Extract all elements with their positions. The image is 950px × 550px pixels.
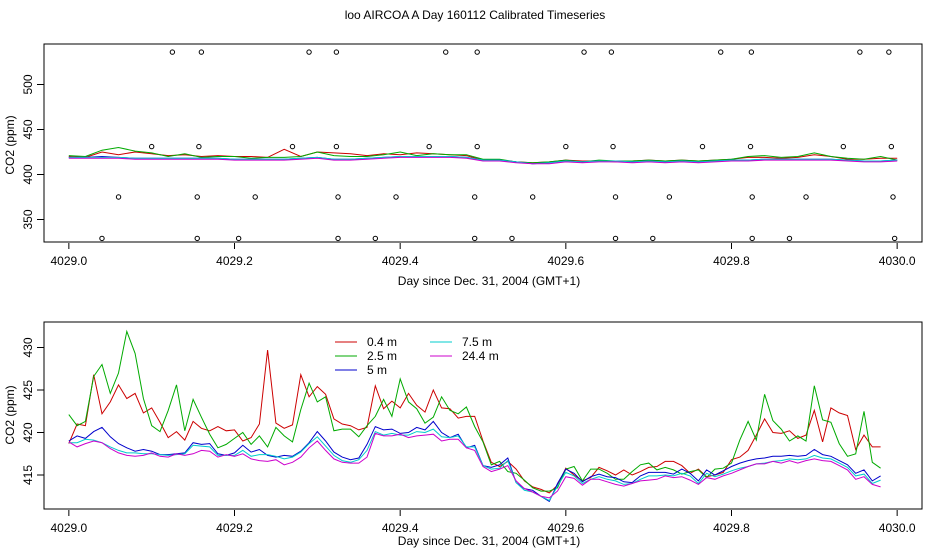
flag-point	[148, 143, 155, 150]
flag-point	[333, 49, 340, 55]
flag-point	[194, 194, 200, 200]
top-x-tick-label: 4029.0	[50, 254, 87, 268]
flag-point	[666, 194, 673, 200]
bottom-y-tick-label: 425	[21, 380, 35, 400]
flag-point	[196, 143, 202, 150]
flag-point	[252, 194, 258, 200]
bottom-y-tick-label: 430	[21, 337, 35, 357]
series-line-24-4-m	[68, 432, 881, 499]
flag-point	[888, 143, 895, 150]
top-y-tick-label: 450	[21, 119, 35, 139]
top-series-line-4	[68, 156, 898, 165]
top-x-tick-label: 4030.0	[879, 254, 916, 268]
top-series-line-2	[68, 146, 898, 164]
bottom-y-tick-label: 415	[21, 465, 35, 485]
figure-title: loo AIRCOA A Day 160112 Calibrated Times…	[345, 8, 606, 22]
flag-point	[563, 143, 569, 150]
top-x-tick-label: 4029.6	[547, 254, 584, 268]
flag-point	[891, 235, 898, 242]
top-x-tick-label: 4029.2	[216, 254, 253, 268]
series-line-7-5-m	[68, 428, 881, 502]
flag-point	[335, 194, 341, 200]
flag-point	[748, 49, 755, 55]
bottom-x-tick-label: 4029.2	[216, 521, 253, 535]
bottom-y-tick-label: 420	[21, 422, 35, 442]
flag-point	[747, 143, 754, 150]
flag-point	[612, 235, 619, 242]
y-axis-label-bottom: CO2 (ppm)	[3, 385, 17, 444]
flag-point	[786, 235, 793, 242]
flag-point	[509, 235, 515, 242]
legend-label: 24.4 m	[462, 349, 499, 363]
plot-frame-top	[43, 43, 923, 243]
legend: 0.4 m2.5 m5 m 7.5 m24.4 m	[335, 335, 499, 377]
top-y-tick-label: 400	[21, 164, 35, 184]
legend-label: 7.5 m	[462, 335, 492, 349]
flag-point	[803, 194, 809, 200]
flag-point	[333, 143, 340, 150]
legend-label: 2.5 m	[367, 349, 397, 363]
flag-point	[718, 49, 724, 55]
flag-point	[443, 49, 449, 55]
flag-point	[699, 143, 706, 150]
legend-label: 5 m	[367, 363, 387, 377]
flag-point	[194, 235, 200, 242]
flag-point	[115, 194, 122, 200]
x-axis-label-top: Day since Dec. 31, 2004 (GMT+1)	[398, 274, 580, 288]
x-axis-label-bottom: Day since Dec. 31, 2004 (GMT+1)	[398, 534, 580, 548]
flag-point	[840, 143, 847, 150]
series-line-2-5-m	[68, 329, 881, 492]
flag-point	[426, 143, 432, 150]
series-group-top	[68, 146, 898, 165]
series-group-bottom	[68, 329, 881, 503]
top-series-line-5	[68, 156, 898, 165]
flag-point	[474, 143, 480, 150]
flag-point	[608, 49, 615, 55]
axes-top: 4029.0 4029.2 4029.4 4029.6 4029.8 4030.0 350 4…	[21, 74, 916, 268]
bottom-x-tick-label: 4029.8	[713, 521, 750, 535]
plot-frame-bottom	[43, 321, 923, 510]
top-y-tick-label: 500	[21, 74, 35, 94]
flag-point	[472, 235, 478, 242]
top-x-tick-label: 4029.4	[382, 254, 419, 268]
flag-point	[650, 235, 656, 242]
axes-bottom: 4029.0 4029.2 4029.4 4029.6 4029.8 4030.0 415 4…	[21, 337, 916, 535]
flag-point	[335, 235, 341, 242]
bottom-x-tick-label: 4029.4	[382, 521, 419, 535]
top-y-tick-label: 350	[21, 209, 35, 229]
flag-point	[857, 49, 863, 55]
flag-points-group	[99, 49, 898, 242]
flag-point	[749, 235, 755, 242]
flag-point	[581, 49, 587, 55]
flag-point	[372, 235, 379, 242]
flag-point	[474, 49, 480, 55]
flag-point	[393, 194, 399, 200]
flag-point	[198, 49, 205, 55]
top-x-tick-label: 4029.8	[713, 254, 750, 268]
flag-point	[610, 143, 616, 150]
flag-point	[612, 194, 619, 200]
flag-point	[749, 194, 755, 200]
flag-point	[99, 235, 105, 242]
flag-point	[306, 49, 312, 55]
bottom-x-tick-label: 4029.6	[547, 521, 584, 535]
series-line-0-4-m	[68, 350, 881, 494]
bottom-x-tick-label: 4029.0	[50, 521, 87, 535]
flag-point	[235, 235, 242, 242]
flag-point	[890, 194, 896, 200]
legend-label: 0.4 m	[367, 335, 397, 349]
series-line-5-m	[68, 420, 881, 503]
flag-point	[529, 194, 536, 200]
flag-point	[886, 49, 892, 55]
y-axis-label-top: CO2 (ppm)	[3, 115, 17, 174]
bottom-x-tick-label: 4030.0	[879, 521, 916, 535]
flag-point	[289, 143, 296, 150]
flag-point	[472, 194, 478, 200]
flag-point	[169, 49, 176, 55]
